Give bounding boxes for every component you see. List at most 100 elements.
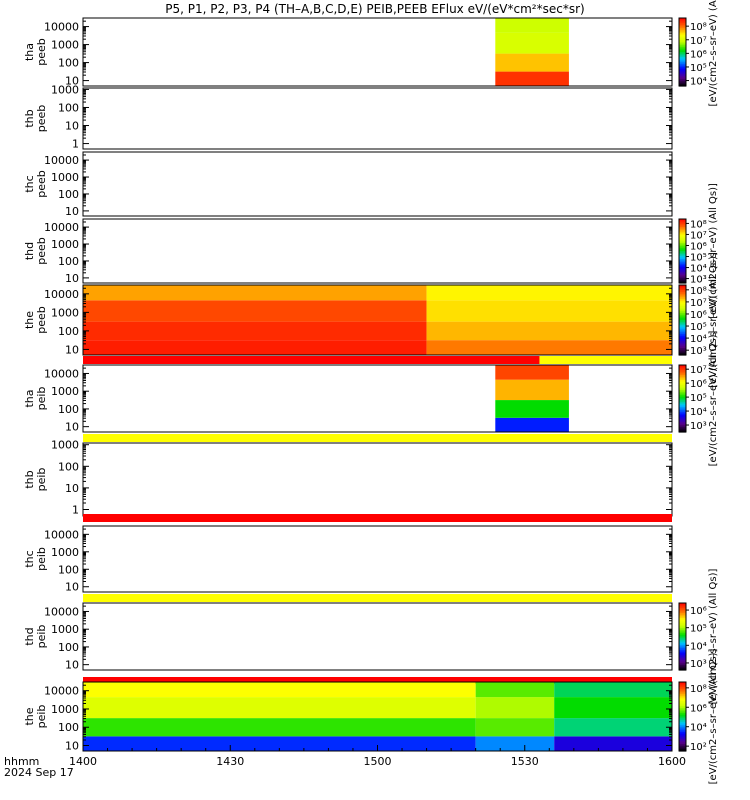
tha_peib-colorbar-step: [679, 406, 686, 410]
thd_peib-colorbar-step: [679, 663, 686, 666]
the_peeb-colorbar-step: [679, 341, 686, 344]
tha_peib-colorbar-tick-label: 10⁵: [690, 393, 707, 404]
the_peeb-cell-1-2: [426, 300, 672, 322]
the_peib-colorbar-step: [679, 733, 686, 737]
tha_peeb-colorbar-step: [679, 35, 686, 38]
the_peib-colorbar-step: [679, 744, 686, 747]
the_peeb-colorbar-step: [679, 330, 686, 333]
thd_peeb-colorbar: [678, 218, 687, 284]
tha_peeb-ytick-label: 1000: [51, 39, 79, 52]
thb_peeb-frame: [82, 87, 673, 150]
tha_peeb-colorbar: [678, 17, 687, 87]
the_peeb-cell-1-3: [426, 285, 672, 301]
tha_peib-colorbar-step: [679, 366, 686, 369]
thb_peeb-ylabel-product: peeb: [35, 105, 48, 133]
thd_peeb-ytick-label: 10000: [44, 221, 79, 234]
tha_peib-colorbar-step: [679, 411, 686, 415]
tha_peeb-colorbar-step: [679, 62, 686, 65]
tha_peib-colorbar-step: [679, 415, 686, 418]
the_peeb-colorbar-step: [679, 351, 686, 354]
the_peib-colorbar-step: [679, 725, 686, 728]
thd_peeb-colorbar-step: [679, 219, 686, 222]
tha_peib-colorbar-step: [679, 395, 686, 398]
the_peeb-colorbar-step: [679, 327, 686, 330]
the_peeb-colorbar-step: [679, 339, 686, 342]
tha_peeb-cell-0-1: [495, 53, 569, 72]
the_peib-colorbar-step: [679, 683, 686, 687]
thc_peib-ytick-label: 100: [58, 563, 79, 576]
the_peeb-ytick-label: 1000: [51, 306, 79, 319]
thb_peib-panel: 1000 100 10 1 thb peib: [23, 439, 673, 522]
the_peeb-colorbar-step: [679, 320, 686, 323]
the_peeb-colorbar-step: [679, 285, 686, 288]
the_peeb-colorbar-step: [679, 300, 686, 304]
tha_peib-colorbar-tick-label: 10³: [690, 421, 707, 432]
the_peib-cell-2-2: [554, 697, 672, 719]
thd_peeb-ytick-label: 10: [65, 272, 79, 285]
thd_peeb-colorbar-step: [679, 271, 686, 274]
time-axis-label: hhmm: [4, 755, 39, 768]
thb_peeb-ylabel-probe: thb: [23, 109, 36, 127]
tha_peeb-colorbar-step: [679, 23, 686, 26]
tha_peeb-colorbar-step: [679, 82, 686, 85]
thd_peib-colorbar-step: [679, 619, 686, 623]
the_peeb-colorbar-tick-label: 10⁴: [690, 334, 707, 345]
tha_peib-colorbar-step: [679, 376, 686, 379]
the_peeb-colorbar-step: [679, 314, 686, 318]
thd_peib-colorbar-step: [679, 664, 686, 668]
tha_peeb-colorbar-step: [679, 67, 686, 70]
the_peib-colorbar-step: [679, 682, 686, 685]
the_peeb-cell-1-0: [426, 340, 672, 355]
the_peib-cell-2-1: [554, 718, 672, 737]
tha_peib-ytick-label: 10: [65, 421, 79, 434]
thd_peib-colorbar-step: [679, 638, 686, 641]
the_peeb-ytick-label: 100: [58, 325, 79, 338]
the_peeb-colorbar-step: [679, 342, 686, 346]
thd_peib-colorbar-step: [679, 606, 686, 609]
thd_peib-colorbar-step: [679, 643, 686, 646]
the_peib-cell-2-0: [554, 736, 672, 751]
tha_peib-colorbar-tick-label: 10⁴: [690, 407, 707, 418]
tha_peeb-colorbar-step: [679, 79, 686, 82]
thd_peib-colorbar: [678, 602, 687, 671]
thd_peeb-colorbar-step: [679, 228, 686, 231]
tha_peeb-colorbar-tick-label: 10⁴: [690, 77, 707, 88]
tha_peib-colorbar-step: [679, 378, 686, 381]
thd_peib-colorbar-step: [679, 626, 686, 629]
tha_peib-colorbar-step: [679, 400, 686, 403]
thd_peeb-colorbar-tick-label: 10⁵: [690, 253, 707, 264]
the_peib-cell-0-1: [83, 718, 476, 737]
the_peib-colorbar-step: [679, 704, 686, 707]
thd_peeb-colorbar-step: [679, 249, 686, 252]
thd_peib-colorbar-step: [679, 611, 686, 614]
tha_peib-colorbar-step: [679, 420, 686, 423]
tha_peib-cell-0-3: [495, 365, 569, 380]
thd_peib-colorbar-tick-label: 10⁴: [690, 641, 707, 652]
tha_peeb-panel: 10000 1000 100 10 tha peeb 10⁸ 10⁷ 10⁶ 10⁵ 10⁴ [eV/…: [23, 0, 719, 106]
thd_peeb-colorbar-step: [679, 222, 686, 225]
thd_peib-colorbar-step: [679, 616, 686, 619]
time-axis: 1400 1430 1500 1530 1600: [69, 745, 686, 768]
thd_peib-colorbar-step: [679, 658, 686, 661]
thd_peib-ytick-label: 100: [58, 641, 79, 654]
thd_peeb-ytick-label: 100: [58, 255, 79, 268]
thc_peib-ytick-label: 10000: [44, 528, 79, 541]
the_peib-colorbar-step: [679, 699, 686, 702]
thc_peeb-ylabel-probe: thc: [23, 175, 36, 192]
thd_peeb-colorbar-step: [679, 241, 686, 244]
time-tick-label: 1600: [658, 755, 686, 768]
tha_peeb-colorbar-step: [679, 36, 686, 39]
the_peeb-colorbar-step: [679, 286, 686, 290]
tha_peib-colorbar-step: [679, 403, 686, 406]
tha_peeb-colorbar-step: [679, 75, 686, 79]
the_peib-colorbar-step: [679, 721, 686, 724]
the_peib-colorbar-step: [679, 737, 686, 740]
tha_peib-colorbar-step: [679, 391, 686, 395]
thc_peib-ytick-label: 1000: [51, 546, 79, 559]
thd_peib-status-bar: [83, 677, 672, 684]
tha_peeb-colorbar-step: [679, 74, 686, 77]
thd_peeb-colorbar-step: [679, 279, 686, 282]
the_peib-colorbar-step: [679, 745, 686, 749]
